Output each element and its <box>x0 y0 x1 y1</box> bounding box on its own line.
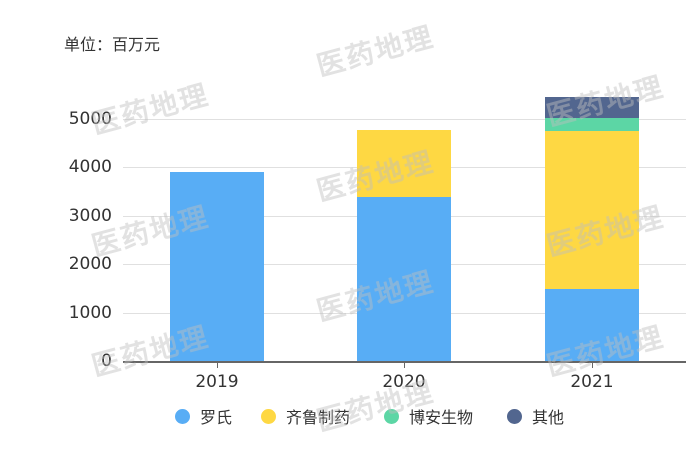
bar-segment-2020-1[interactable] <box>357 130 451 197</box>
y-tick-label: 4000 <box>68 157 112 177</box>
legend-dot-icon <box>261 408 276 424</box>
legend-dot-icon <box>507 408 522 424</box>
y-tick-label: 2000 <box>68 254 112 274</box>
legend-label: 博安生物 <box>409 408 474 427</box>
legend-item[interactable]: 其他 <box>507 404 564 428</box>
gridline <box>123 119 686 120</box>
y-tick-label: 0 <box>101 351 112 371</box>
legend-item[interactable]: 罗氏 <box>175 404 232 428</box>
bar-segment-2021-1[interactable] <box>545 131 639 289</box>
x-tick <box>404 362 405 368</box>
x-tick <box>217 362 218 368</box>
legend: 罗氏 齐鲁制药 博安生物 其他 <box>0 404 700 428</box>
x-tick-label: 2019 <box>195 372 239 392</box>
bar-segment-2020-0[interactable] <box>357 197 451 361</box>
legend-item[interactable]: 博安生物 <box>384 404 473 428</box>
bar-segment-2021-0[interactable] <box>545 289 639 361</box>
watermark-text: 医药地理 <box>88 77 213 141</box>
bar-segment-2019-0[interactable] <box>170 172 264 361</box>
legend-label: 齐鲁制药 <box>286 408 351 427</box>
y-tick-label: 5000 <box>68 109 112 129</box>
x-tick-label: 2020 <box>382 372 426 392</box>
watermark-text: 医药地理 <box>313 19 438 83</box>
y-tick-label: 1000 <box>68 303 112 323</box>
legend-dot-icon <box>384 408 399 424</box>
bar-segment-2021-2[interactable] <box>545 118 639 131</box>
legend-dot-icon <box>175 408 190 424</box>
bar-segment-2021-3[interactable] <box>545 97 639 118</box>
y-tick-label: 3000 <box>68 206 112 226</box>
unit-label: 单位：百万元 <box>64 35 161 54</box>
legend-label: 其他 <box>532 408 565 427</box>
legend-item[interactable]: 齐鲁制药 <box>261 404 350 428</box>
x-tick <box>592 362 593 368</box>
legend-label: 罗氏 <box>200 408 233 427</box>
x-tick-label: 2021 <box>570 372 614 392</box>
